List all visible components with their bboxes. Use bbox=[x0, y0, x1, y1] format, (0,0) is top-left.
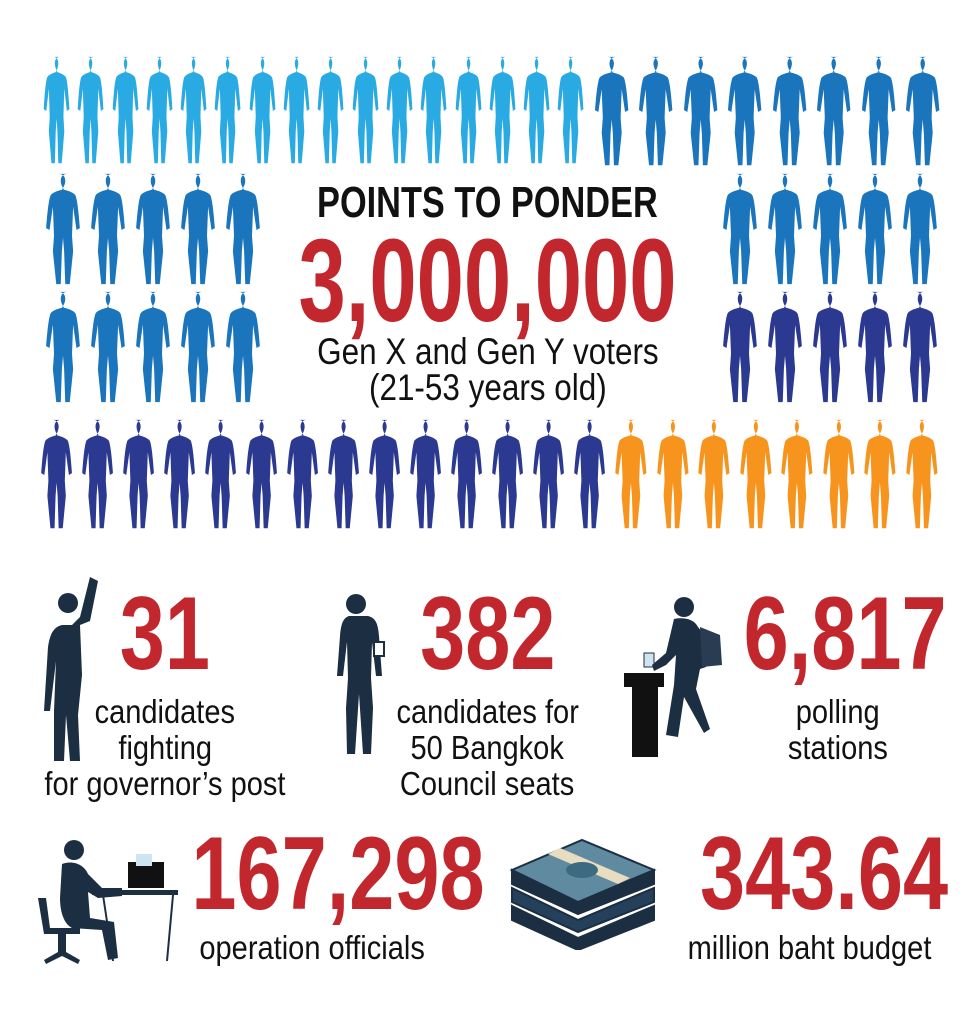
stat-value-council-candidates: 382 bbox=[419, 576, 556, 692]
person-silhouette-icon bbox=[105, 55, 139, 167]
person-silhouette-icon bbox=[319, 418, 360, 532]
headline-caption-2: (21-53 years old) bbox=[368, 367, 607, 408]
person-silhouette-icon bbox=[731, 418, 773, 532]
person-silhouette-icon bbox=[814, 418, 856, 532]
person-silhouette-icon bbox=[674, 55, 719, 169]
person-silhouette-icon bbox=[648, 418, 690, 532]
person-silhouette-icon bbox=[483, 418, 524, 532]
person-silhouette-icon bbox=[482, 55, 516, 167]
person-silhouette-icon bbox=[155, 418, 196, 532]
stat-value-polling-stations: 6,817 bbox=[743, 576, 947, 692]
person-silhouette-icon bbox=[763, 55, 808, 169]
person-silhouette-icon bbox=[242, 55, 276, 167]
stat-value-operation-officials: 167,298 bbox=[191, 816, 485, 932]
person-silhouette-icon bbox=[897, 418, 939, 532]
person-silhouette-icon bbox=[629, 55, 674, 169]
people-row-4 bbox=[32, 418, 938, 532]
stat-caption-2a: candidates for bbox=[396, 693, 579, 730]
infographic-title: POINTS TO PONDER bbox=[317, 178, 658, 227]
person-silhouette-icon bbox=[516, 55, 550, 167]
person-silhouette-icon bbox=[565, 418, 606, 532]
person-silhouette-icon bbox=[585, 55, 630, 169]
standing-person-icon bbox=[337, 594, 385, 754]
person-silhouette-icon bbox=[207, 55, 241, 167]
person-silhouette-icon bbox=[807, 55, 852, 169]
stat-caption-1a: candidates bbox=[94, 693, 236, 730]
stat-caption-4: operation officials bbox=[199, 929, 426, 966]
person-silhouette-icon bbox=[401, 418, 442, 532]
stat-caption-5: million baht budget bbox=[688, 929, 932, 966]
person-silhouette-icon bbox=[310, 55, 344, 167]
voter-ballot-box-icon bbox=[624, 597, 722, 757]
person-silhouette-icon bbox=[32, 418, 73, 532]
person-silhouette-icon bbox=[413, 55, 447, 167]
person-silhouette-icon bbox=[278, 418, 319, 532]
headline-number: 3,000,000 bbox=[298, 215, 677, 347]
person-silhouette-icon bbox=[196, 418, 237, 532]
office-worker-desk-icon bbox=[38, 840, 178, 964]
person-silhouette-icon bbox=[379, 55, 413, 167]
stat-caption-2b: 50 Bangkok bbox=[410, 729, 565, 766]
person-silhouette-icon bbox=[70, 55, 104, 167]
person-silhouette-icon bbox=[772, 418, 814, 532]
stat-caption-3a: polling bbox=[795, 693, 880, 730]
person-silhouette-icon bbox=[173, 55, 207, 167]
person-silhouette-icon bbox=[36, 55, 70, 167]
stat-caption-3b: stations bbox=[787, 729, 888, 766]
stat-caption-1b: fighting bbox=[118, 729, 212, 766]
person-silhouette-icon bbox=[896, 55, 941, 169]
person-silhouette-icon bbox=[345, 55, 379, 167]
person-silhouette-icon bbox=[718, 55, 763, 169]
person-silhouette-icon bbox=[524, 418, 565, 532]
person-silhouette-icon bbox=[606, 418, 648, 532]
person-silhouette-icon bbox=[237, 418, 278, 532]
person-silhouette-icon bbox=[448, 55, 482, 167]
person-silhouette-icon bbox=[276, 55, 310, 167]
person-silhouette-icon bbox=[550, 55, 584, 167]
stat-value-budget: 343.64 bbox=[699, 816, 949, 932]
stat-value-candidates-governor: 31 bbox=[119, 576, 211, 692]
stat-caption-2c: Council seats bbox=[400, 765, 575, 802]
people-row-1 bbox=[36, 55, 941, 169]
raised-fist-person-icon bbox=[44, 577, 98, 761]
person-silhouette-icon bbox=[114, 418, 155, 532]
person-silhouette-icon bbox=[855, 418, 897, 532]
person-silhouette-icon bbox=[73, 418, 114, 532]
person-silhouette-icon bbox=[360, 418, 401, 532]
headline-caption-1: Gen X and Gen Y voters bbox=[316, 331, 659, 372]
person-silhouette-icon bbox=[689, 418, 731, 532]
person-silhouette-icon bbox=[442, 418, 483, 532]
money-stack-icon bbox=[509, 838, 657, 950]
person-silhouette-icon bbox=[139, 55, 173, 167]
stat-caption-1c: for governor’s post bbox=[44, 765, 286, 802]
person-silhouette-icon bbox=[852, 55, 897, 169]
